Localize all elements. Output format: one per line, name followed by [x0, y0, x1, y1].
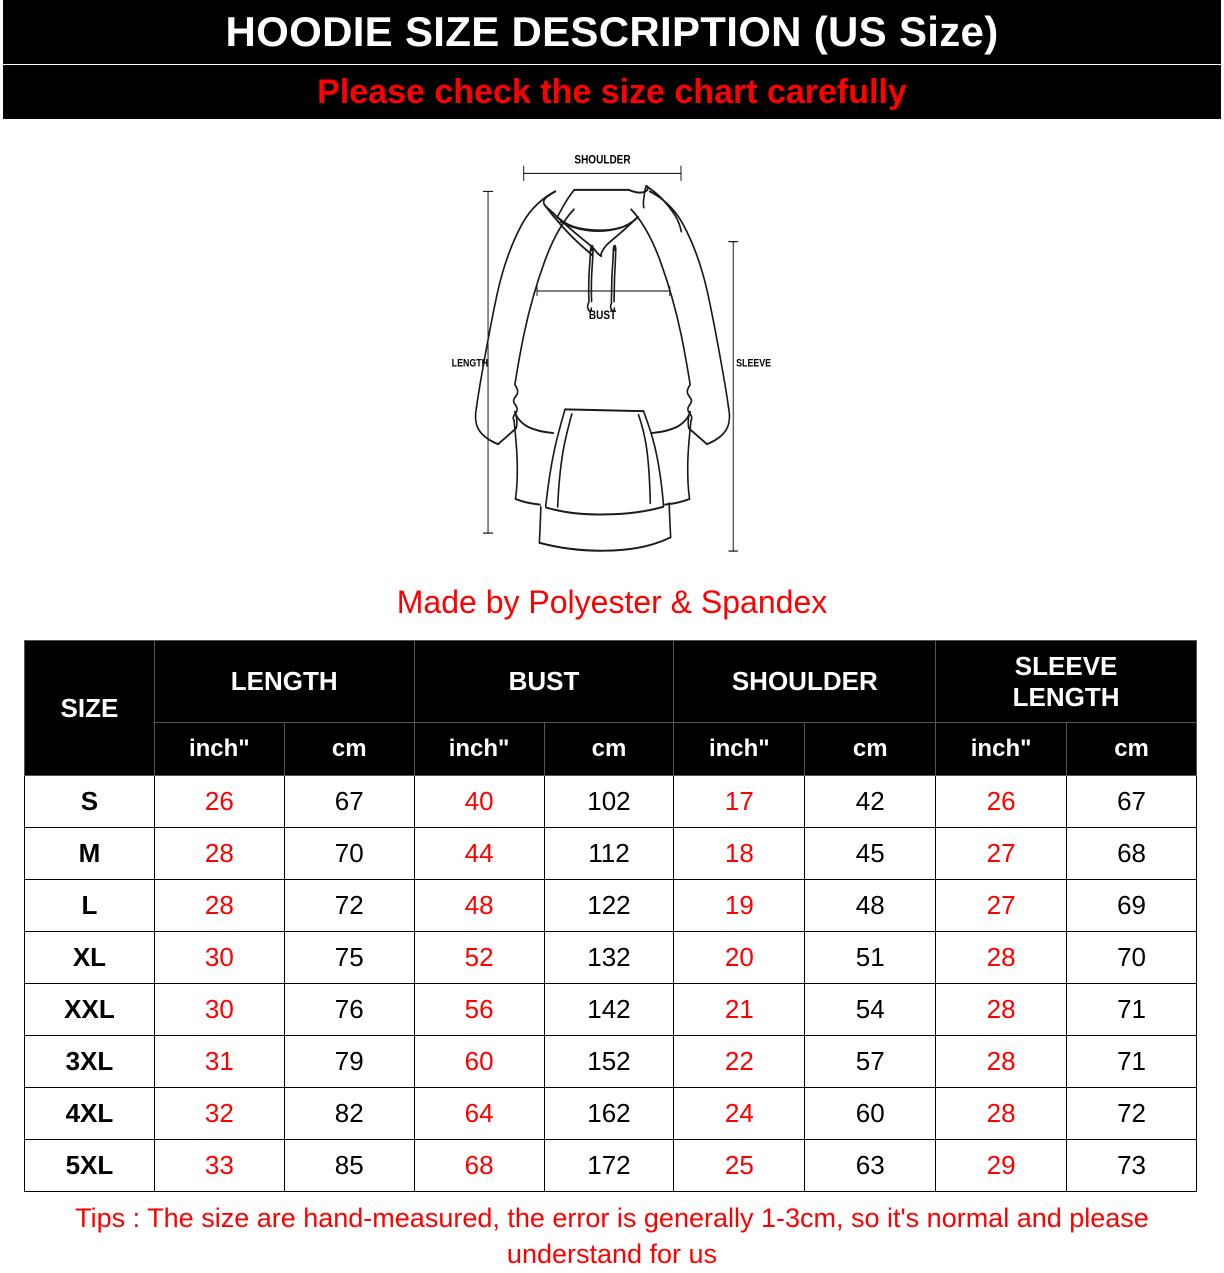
svg-text:SHOULDER: SHOULDER [574, 154, 630, 167]
svg-text:SLEEVE: SLEEVE [736, 358, 771, 370]
